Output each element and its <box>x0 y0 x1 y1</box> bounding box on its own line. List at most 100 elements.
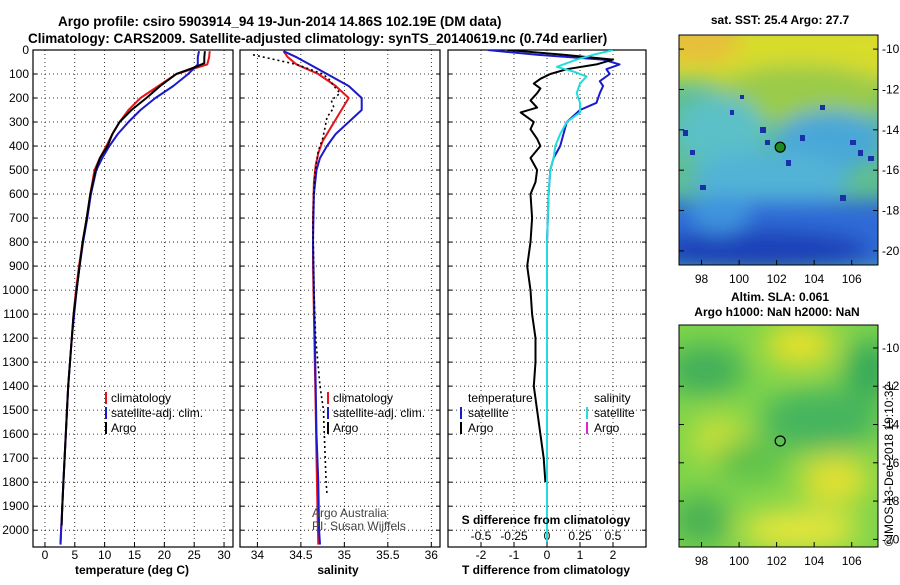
map-lon-label: 98 <box>695 554 709 568</box>
x-tick-label: 35.5 <box>376 548 400 562</box>
series-line-temperature-satellite <box>487 50 621 543</box>
legend-label-s-argo: Argo <box>594 421 620 435</box>
x-tick-label: 5 <box>71 548 78 562</box>
depth-tick-label: 0 <box>22 43 29 57</box>
map-lon-label: 102 <box>767 554 787 568</box>
depth-tick-label: 2000 <box>2 523 29 537</box>
x-tick-label: 36 <box>425 548 439 562</box>
depth-tick-label: 600 <box>9 187 29 201</box>
credit-text: Argo Australia <box>312 506 387 520</box>
sla-map-frame <box>678 324 879 548</box>
sla-map-image <box>679 325 878 547</box>
map-lat-label: -10 <box>882 42 900 56</box>
s-diff-tick-label: -0.5 <box>471 529 492 543</box>
float-location-marker <box>774 435 786 447</box>
depth-tick-label: 200 <box>9 91 29 105</box>
map-lat-label: -16 <box>882 456 900 470</box>
legend-label-satellite: satellite-adj. clim. <box>333 406 425 420</box>
x-tick-label: 2 <box>610 548 617 562</box>
sla-map-title-line2: Argo h1000: NaN h2000: NaN <box>694 305 859 319</box>
x-tick-label: 0 <box>544 548 551 562</box>
series-line-climatology <box>282 50 350 545</box>
map-lat-label: -12 <box>882 82 900 96</box>
x-tick-label: 20 <box>158 548 172 562</box>
difference-legend: temperature satellite Argo salinity sate… <box>460 391 635 435</box>
legend-label-climatology: climatology <box>111 391 171 405</box>
series-line-argo <box>60 51 206 526</box>
x-tick-label: 34.5 <box>289 548 313 562</box>
sst-map-image <box>679 35 878 265</box>
map-lat-label: -20 <box>882 532 900 546</box>
legend-label-t-argo: Argo <box>468 421 494 435</box>
imos-timestamp: ©IMOS 13-Dec-2018 19:10:32 <box>882 384 896 547</box>
depth-tick-label: 300 <box>9 115 29 129</box>
figure-title-line2: Climatology: CARS2009. Satellite-adjuste… <box>28 31 607 46</box>
salinity-tick-labels: 34 34.5 35 35.5 36 <box>251 548 439 562</box>
depth-tick-label: 1800 <box>2 475 29 489</box>
temperature-grid <box>33 49 233 547</box>
legend-label-climatology: climatology <box>333 391 393 405</box>
map-lat-label: -14 <box>882 123 900 137</box>
depth-tick-labels: 0 100 200 300 400 500 600 700 800 900 1000 1100 1200… <box>2 43 29 537</box>
depth-tick-label: 1200 <box>2 331 29 345</box>
map-lon-label: 98 <box>695 272 709 286</box>
temperature-series <box>59 51 211 545</box>
difference-series <box>487 50 621 543</box>
sla-map-ticks: 98 100 102 104 106 -10 -12 -14 -16 -18 -20 <box>679 341 900 568</box>
s-difference-axis-label: S difference from climatology <box>462 513 631 527</box>
depth-tick-label: 1100 <box>3 307 29 321</box>
x-tick-label: 34 <box>251 548 265 562</box>
s-diff-tick-label: 0.5 <box>605 529 622 543</box>
legend-label-argo: Argo <box>111 421 137 435</box>
x-tick-label: -2 <box>476 548 487 562</box>
x-tick-label: -1 <box>509 548 520 562</box>
salinity-legend: climatology satellite-adj. clim. Argo <box>327 391 425 435</box>
depth-tick-label: 400 <box>9 139 29 153</box>
salinity-plot-frame <box>239 49 441 548</box>
x-tick-label: 30 <box>217 548 231 562</box>
sst-map-ticks: 98 100 102 104 106 -10 -12 -14 -16 -18 -20 <box>679 42 900 286</box>
series-line-salinity-satellite <box>546 50 614 543</box>
map-lat-label: -18 <box>882 204 900 218</box>
sst-map-title: sat. SST: 25.4 Argo: 27.7 <box>711 13 850 27</box>
series-line-climatology <box>59 51 211 545</box>
map-lon-label: 100 <box>729 554 749 568</box>
t-difference-axis-label: T difference from climatology <box>462 563 630 577</box>
series-line-temperature-argo <box>507 50 614 483</box>
temperature-tick-labels: 0 5 10 15 20 25 30 <box>42 548 231 562</box>
x-tick-label: 25 <box>188 548 202 562</box>
depth-tick-label: 1600 <box>2 427 29 441</box>
s-difference-tick-labels: -0.5 -0.25 0 0.25 0.5 <box>471 529 622 543</box>
depth-tick-label: 800 <box>9 235 29 249</box>
depth-tick-label: 1900 <box>2 499 29 513</box>
map-lon-label: 104 <box>804 554 824 568</box>
depth-tick-label: 1000 <box>2 283 29 297</box>
salinity-axis-label: salinity <box>317 563 359 577</box>
x-tick-label: 10 <box>98 548 112 562</box>
map-lat-label: -16 <box>882 163 900 177</box>
depth-tick-label: 100 <box>9 67 29 81</box>
legend-label-s-satellite: satellite <box>594 406 635 420</box>
map-lon-label: 100 <box>729 272 749 286</box>
map-lat-label: -12 <box>882 379 900 393</box>
sst-map-cloud-pixels <box>683 95 874 201</box>
x-tick-label: 15 <box>128 548 142 562</box>
depth-tick-label: 1400 <box>2 379 29 393</box>
map-lon-label: 106 <box>842 554 862 568</box>
legend-label-satellite: satellite-adj. clim. <box>111 406 203 420</box>
depth-tick-label: 900 <box>9 259 29 273</box>
x-tick-label: 1 <box>577 548 584 562</box>
depth-tick-label: 1500 <box>2 403 29 417</box>
t-difference-tick-labels: -2 -1 0 1 2 <box>476 548 617 562</box>
legend-title-salinity: salinity <box>594 391 631 405</box>
s-diff-tick-label: -0.25 <box>500 529 528 543</box>
pi-text: PI: Susan Wijffels <box>312 519 406 533</box>
map-lat-label: -14 <box>882 418 900 432</box>
depth-tick-label: 500 <box>9 163 29 177</box>
x-tick-label: 35 <box>338 548 352 562</box>
map-lon-label: 102 <box>767 272 787 286</box>
map-lon-label: 106 <box>842 272 862 286</box>
series-line-satellite-adj-clim- <box>59 51 200 545</box>
